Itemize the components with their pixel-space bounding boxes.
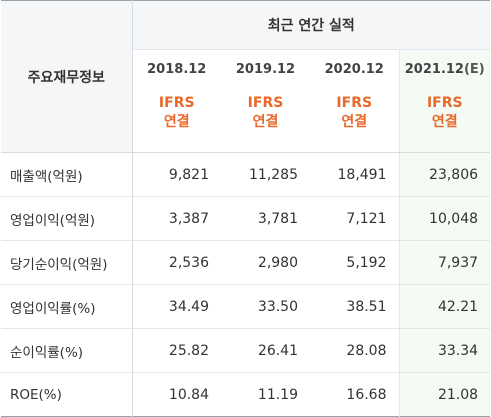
value-cell: 38.51 xyxy=(310,284,399,329)
value-cell: 18,491 xyxy=(310,152,399,197)
period-label: 2021.12 xyxy=(404,61,464,77)
ifrs-label: IFRS xyxy=(247,95,284,111)
period-label: 2018.12 xyxy=(147,61,207,77)
basis-label: 연결 xyxy=(252,114,279,130)
value-cell: 3,781 xyxy=(221,196,310,241)
basis-2021: IFRS 연결 xyxy=(398,88,491,153)
value-cell: 10,048 xyxy=(398,196,491,241)
value-cell: 11,285 xyxy=(221,152,310,197)
table-row-revenue: 매출액(억원) 9,821 11,285 18,491 23,806 xyxy=(1,152,491,197)
value-cell: 9,821 xyxy=(132,152,221,197)
value-cell: 7,937 xyxy=(398,240,491,285)
ifrs-label: IFRS xyxy=(336,95,373,111)
value-cell: 10.84 xyxy=(168,386,209,403)
value-cell: 21.08 xyxy=(398,372,491,417)
table-row-net-income: 당기순이익(억원) 2,536 2,980 5,192 7,937 xyxy=(1,240,491,285)
row-header-label: 주요재무정보 xyxy=(1,0,133,153)
value-cell: 11.19 xyxy=(257,386,298,403)
table-row-net-margin: 순이익률(%) 25.82 26.41 28.08 33.34 xyxy=(1,328,491,373)
ifrs-label: IFRS xyxy=(158,95,195,111)
row-label: 매출액(억원) xyxy=(1,152,133,197)
table-row-operating-income: 영업이익(억원) 3,387 3,781 7,121 10,048 xyxy=(1,196,491,241)
period-label: 2020.12 xyxy=(324,61,384,77)
period-2018: 2018.12 xyxy=(132,50,221,89)
group-header: 최근 연간 실적 xyxy=(132,0,491,50)
period-2021-estimate: 2021.12(E) xyxy=(398,49,491,88)
value-cell: 34.49 xyxy=(132,284,221,329)
period-label: 2019.12 xyxy=(235,61,296,77)
table-row-operating-margin: 영업이익률(%) 34.49 33.50 38.51 42.21 xyxy=(1,284,491,329)
value-cell: 33.34 xyxy=(398,328,491,373)
ifrs-label: IFRS xyxy=(426,95,463,111)
value-cell: 5,192 xyxy=(310,240,399,285)
basis-2018: IFRS 연결 xyxy=(132,88,221,153)
value-cell: 3,387 xyxy=(132,196,221,241)
table-row-roe: ROE(%) 10.84 11.19 16.68 21.08 xyxy=(1,372,491,417)
value-cell: 26.41 xyxy=(221,328,310,373)
value-cell: 25.82 xyxy=(132,328,221,373)
basis-label: 연결 xyxy=(341,114,368,130)
basis-label: 연결 xyxy=(163,114,190,130)
value-cell: 33.50 xyxy=(221,284,310,329)
value-cell: 7,121 xyxy=(310,196,399,241)
basis-label: 연결 xyxy=(431,114,458,130)
group-header-row: 주요재무정보 최근 연간 실적 xyxy=(1,0,491,153)
value-cell: 28.08 xyxy=(310,328,399,373)
period-2020: 2020.12 xyxy=(310,50,399,89)
value-cell: 23,806 xyxy=(398,152,491,197)
row-label: 순이익률(%) xyxy=(1,328,133,373)
value-cell: 2,536 xyxy=(132,240,221,285)
basis-2019: IFRS 연결 xyxy=(221,88,310,153)
row-label: 당기순이익(억원) xyxy=(1,240,133,285)
period-2019: 2019.12 xyxy=(221,50,310,89)
value-cell: 42.21 xyxy=(398,284,491,329)
estimate-mark: (E) xyxy=(463,61,485,77)
value-cell: 16.68 xyxy=(346,386,387,403)
row-label: 영업이익률(%) xyxy=(1,284,133,329)
value-cell: 2,980 xyxy=(221,240,310,285)
accounting-basis-row: IFRS 연결 IFRS 연결 IFRS 연결 IFRS 연결 xyxy=(1,88,491,153)
row-label: ROE(%) xyxy=(1,372,133,417)
basis-2020: IFRS 연결 xyxy=(310,88,399,153)
row-label: 영업이익(억원) xyxy=(1,196,133,241)
period-row: 2018.12 2019.12 2020.12 2021.12(E) xyxy=(1,49,491,89)
